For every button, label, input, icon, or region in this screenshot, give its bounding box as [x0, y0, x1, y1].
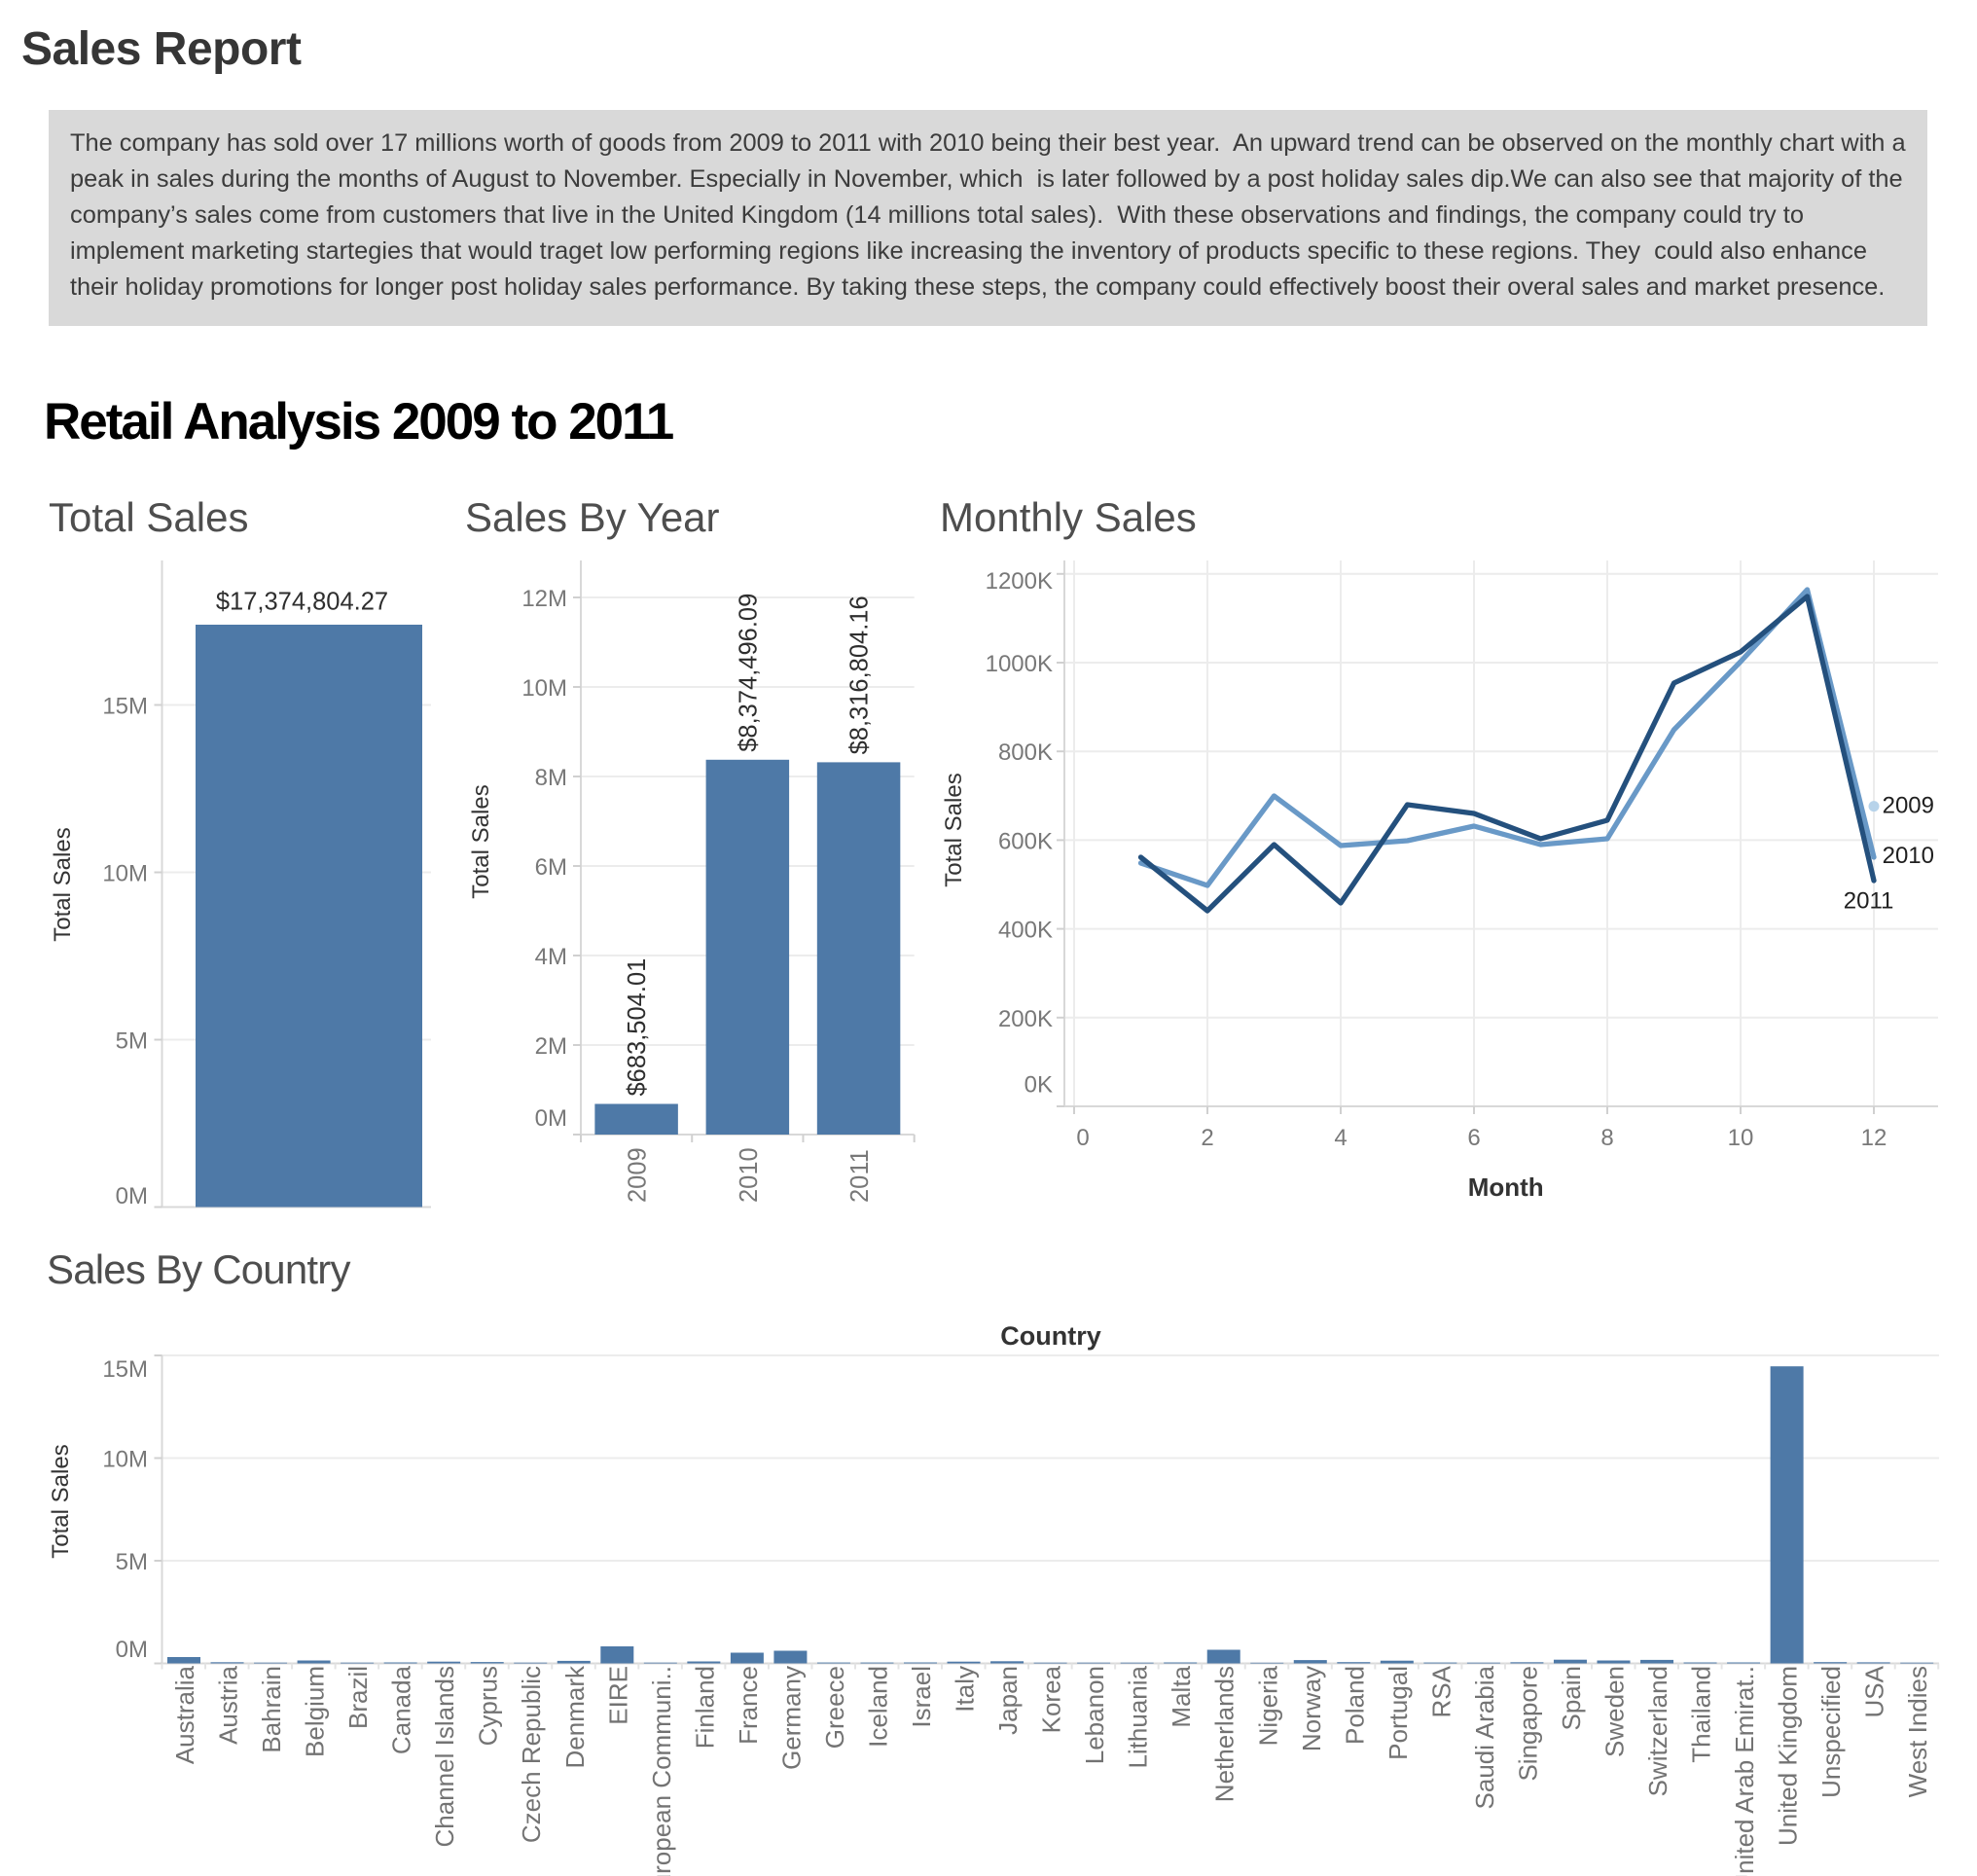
svg-text:Iceland: Iceland [863, 1666, 892, 1748]
svg-text:Singapore: Singapore [1513, 1666, 1542, 1782]
svg-text:Total Sales: Total Sales [49, 494, 248, 540]
svg-text:2: 2 [1201, 1125, 1213, 1151]
svg-text:Unspecified: Unspecified [1816, 1666, 1846, 1798]
svg-text:$17,374,804.27: $17,374,804.27 [216, 589, 388, 616]
svg-text:800K: 800K [998, 740, 1053, 766]
svg-text:Total Sales: Total Sales [468, 784, 494, 898]
svg-text:Norway: Norway [1297, 1666, 1326, 1751]
svg-text:15M: 15M [102, 694, 148, 720]
svg-text:6M: 6M [535, 854, 567, 881]
svg-text:4M: 4M [535, 944, 567, 970]
svg-text:Israel: Israel [907, 1666, 936, 1728]
svg-text:15M: 15M [102, 1356, 148, 1383]
svg-text:Spain: Spain [1557, 1666, 1586, 1731]
svg-text:Japan: Japan [993, 1666, 1023, 1735]
svg-text:$8,316,804.16: $8,316,804.16 [846, 595, 874, 754]
svg-text:Brazil: Brazil [343, 1666, 373, 1729]
svg-text:Channel Islands: Channel Islands [430, 1666, 459, 1847]
svg-text:10M: 10M [102, 861, 148, 887]
svg-text:8M: 8M [535, 765, 567, 791]
svg-text:2011: 2011 [846, 1149, 874, 1203]
svg-text:0: 0 [1076, 1125, 1089, 1151]
svg-text:Lithuania: Lithuania [1124, 1665, 1153, 1768]
svg-text:company’s sales come from cust: company’s sales come from customers that… [70, 201, 1804, 229]
svg-text:Sweden: Sweden [1600, 1666, 1629, 1757]
svg-text:West Indies: West Indies [1903, 1666, 1932, 1797]
svg-text:European Communi..: European Communi.. [647, 1666, 676, 1876]
svg-text:Italy: Italy [951, 1666, 980, 1713]
svg-text:Saudi Arabia: Saudi Arabia [1470, 1665, 1499, 1809]
svg-text:$8,374,496.09: $8,374,496.09 [735, 594, 762, 752]
svg-text:Canada: Canada [387, 1665, 416, 1754]
svg-text:400K: 400K [998, 918, 1053, 944]
svg-text:Malta: Malta [1167, 1665, 1196, 1727]
svg-text:1000K: 1000K [986, 651, 1053, 677]
svg-text:2M: 2M [535, 1033, 567, 1060]
svg-text:Sales Report: Sales Report [21, 23, 302, 75]
svg-text:2010: 2010 [736, 1147, 763, 1203]
svg-text:12M: 12M [521, 586, 567, 612]
svg-text:EIRE: EIRE [603, 1666, 632, 1725]
svg-text:Germany: Germany [776, 1666, 806, 1770]
svg-text:Austria: Austria [214, 1665, 243, 1744]
svg-text:Retail Analysis 2009 to 2011: Retail Analysis 2009 to 2011 [44, 393, 673, 451]
svg-text:2009: 2009 [625, 1147, 652, 1203]
svg-text:Sales By Country: Sales By Country [47, 1246, 350, 1292]
svg-text:10M: 10M [102, 1447, 148, 1473]
svg-text:Belgium: Belgium [301, 1666, 330, 1757]
svg-text:8: 8 [1600, 1125, 1613, 1151]
svg-text:USA: USA [1860, 1665, 1889, 1717]
svg-text:1200K: 1200K [986, 568, 1053, 595]
svg-text:United Arab Emirat..: United Arab Emirat.. [1730, 1666, 1759, 1876]
svg-text:Sales By Year: Sales By Year [465, 494, 720, 540]
svg-text:12: 12 [1861, 1125, 1887, 1151]
svg-text:Bahrain: Bahrain [257, 1666, 286, 1753]
svg-text:Nigeria: Nigeria [1253, 1665, 1282, 1746]
svg-text:5M: 5M [116, 1028, 148, 1055]
svg-text:0M: 0M [116, 1637, 148, 1663]
svg-text:2010: 2010 [1883, 843, 1934, 869]
svg-text:Switzerland: Switzerland [1643, 1666, 1672, 1796]
svg-text:Australia: Australia [170, 1665, 199, 1764]
svg-text:0K: 0K [1024, 1071, 1053, 1098]
svg-text:Czech Republic: Czech Republic [517, 1666, 546, 1843]
svg-text:Denmark: Denmark [560, 1665, 590, 1768]
svg-text:Cyprus: Cyprus [474, 1666, 503, 1746]
svg-text:0M: 0M [535, 1105, 567, 1132]
svg-text:2011: 2011 [1844, 888, 1894, 915]
svg-text:5M: 5M [116, 1549, 148, 1575]
svg-text:Finland: Finland [690, 1666, 719, 1749]
svg-text:France: France [734, 1666, 763, 1745]
svg-text:Total Sales: Total Sales [50, 827, 76, 941]
svg-text:600K: 600K [998, 828, 1053, 854]
svg-text:0M: 0M [116, 1183, 148, 1209]
svg-text:Netherlands: Netherlands [1210, 1666, 1240, 1802]
svg-text:Greece: Greece [820, 1666, 849, 1749]
svg-text:Monthly Sales: Monthly Sales [940, 494, 1197, 540]
svg-text:their holiday promotions for l: their holiday promotions for longer post… [70, 273, 1885, 301]
svg-text:The company has sold over 17 m: The company has sold over 17 millions wo… [70, 129, 1906, 157]
svg-text:Country: Country [1000, 1321, 1101, 1351]
svg-text:10M: 10M [521, 675, 567, 702]
svg-text:Total Sales: Total Sales [48, 1444, 74, 1558]
svg-text:10: 10 [1728, 1125, 1754, 1151]
svg-text:United Kingdom: United Kingdom [1774, 1666, 1803, 1846]
svg-text:RSA: RSA [1426, 1665, 1456, 1717]
svg-text:6: 6 [1467, 1125, 1480, 1151]
svg-text:4: 4 [1334, 1125, 1347, 1151]
svg-text:200K: 200K [998, 1006, 1053, 1032]
svg-text:peak in sales during the month: peak in sales during the months of Augus… [70, 165, 1903, 193]
svg-text:2009: 2009 [1883, 793, 1934, 819]
svg-text:Month: Month [1468, 1172, 1544, 1202]
svg-text:Thailand: Thailand [1687, 1666, 1716, 1763]
svg-text:$683,504.01: $683,504.01 [624, 958, 651, 1097]
svg-text:Poland: Poland [1340, 1666, 1369, 1745]
svg-text:Portugal: Portugal [1384, 1666, 1413, 1760]
svg-text:Total Sales: Total Sales [941, 773, 967, 886]
svg-text:implement marketing startegies: implement marketing startegies that woul… [70, 237, 1867, 265]
svg-text:Korea: Korea [1037, 1665, 1066, 1733]
svg-text:Lebanon: Lebanon [1080, 1666, 1109, 1764]
